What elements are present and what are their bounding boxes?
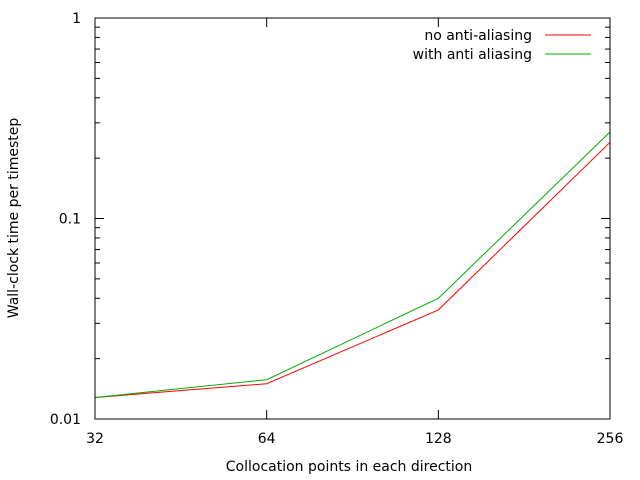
y-tick-label: 0.01 [50,412,81,428]
x-tick-label: 128 [425,431,452,447]
plot-frame [94,17,611,420]
ticks-layer: 0.01 0.1 1 32 64 128 256 [50,11,624,447]
legend-label: no anti-aliasing [424,28,532,44]
y-tick-label: 0.1 [59,212,81,228]
x-tick-label: 32 [86,431,104,447]
x-axis-label: Collocation points in each direction [226,459,472,475]
legend-label: with anti aliasing [413,47,532,63]
series-line-2 [94,131,611,398]
legend: no anti-aliasing with anti aliasing [413,28,591,63]
series-line-1 [94,141,611,398]
y-axis-label: Wall-clock time per timestep [6,118,22,319]
x-tick-label: 256 [597,431,624,447]
y-tick-label: 1 [72,11,81,27]
series-layer [94,131,611,398]
x-tick-label: 64 [258,431,276,447]
